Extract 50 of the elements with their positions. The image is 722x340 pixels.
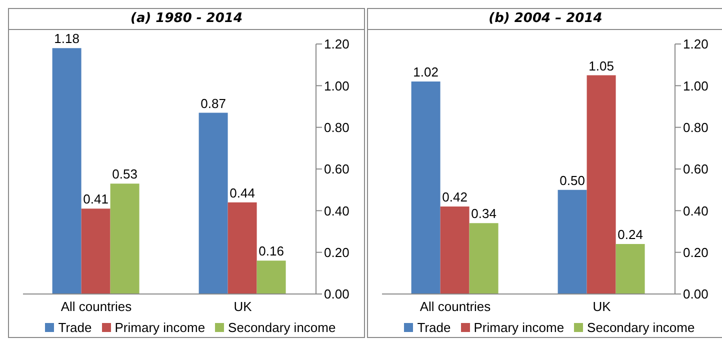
y-tick-label: 0.80	[683, 120, 708, 135]
chart-title: (b) 2004 – 2014	[368, 9, 722, 30]
bar	[110, 184, 140, 294]
y-tick-label: 0.40	[324, 203, 350, 218]
data-label: 0.50	[560, 172, 585, 188]
data-label: 0.44	[230, 185, 255, 200]
bar	[52, 48, 82, 294]
y-tick-label: 1.00	[683, 78, 708, 94]
data-label: 0.41	[83, 192, 108, 207]
data-label: 0.34	[471, 206, 496, 222]
legend-label: Trade	[57, 320, 92, 335]
y-tick-label: 1.00	[324, 78, 350, 94]
y-tick-label: 0.20	[324, 244, 350, 260]
data-label: 1.02	[413, 64, 438, 80]
chart-title: (a) 1980 - 2014	[9, 9, 364, 30]
legend-label: Secondary income	[227, 320, 336, 335]
y-tick-label: 0.60	[324, 162, 350, 177]
bar	[81, 208, 110, 294]
y-tick-label: 1.20	[683, 36, 708, 52]
legend-label: Trade	[416, 320, 451, 335]
bar	[198, 112, 228, 294]
y-tick-label: 0.00	[683, 286, 708, 302]
data-label: 1.05	[588, 58, 614, 74]
y-tick-label: 0.60	[683, 162, 708, 177]
y-tick-label: 0.40	[683, 203, 708, 218]
y-tick-label: 0.20	[683, 244, 708, 260]
y-tick-label: 0.80	[324, 120, 350, 135]
data-label: 0.24	[618, 227, 643, 242]
x-tick-label: UK	[234, 299, 252, 314]
data-label: 0.53	[112, 166, 138, 182]
data-label: 1.18	[54, 31, 80, 46]
data-label: 0.16	[258, 244, 284, 259]
bar	[586, 75, 616, 294]
x-tick-label: UK	[592, 299, 612, 314]
bar	[440, 206, 470, 294]
bar	[228, 202, 257, 294]
bar	[616, 244, 645, 294]
x-tick-label: All countries	[60, 299, 132, 314]
legend-label: Primary income	[472, 320, 564, 335]
y-tick-label: 1.20	[324, 36, 350, 52]
legend-label: Secondary income	[586, 320, 695, 335]
bar	[411, 82, 440, 294]
data-label: 0.87	[200, 96, 226, 111]
bar	[558, 190, 587, 294]
legend-label: Primary income	[114, 320, 206, 335]
bar	[256, 260, 286, 294]
data-label: 0.42	[442, 190, 468, 204]
x-tick-label: All countries	[420, 299, 492, 314]
y-tick-label: 0.00	[324, 286, 350, 302]
bar	[469, 223, 498, 294]
